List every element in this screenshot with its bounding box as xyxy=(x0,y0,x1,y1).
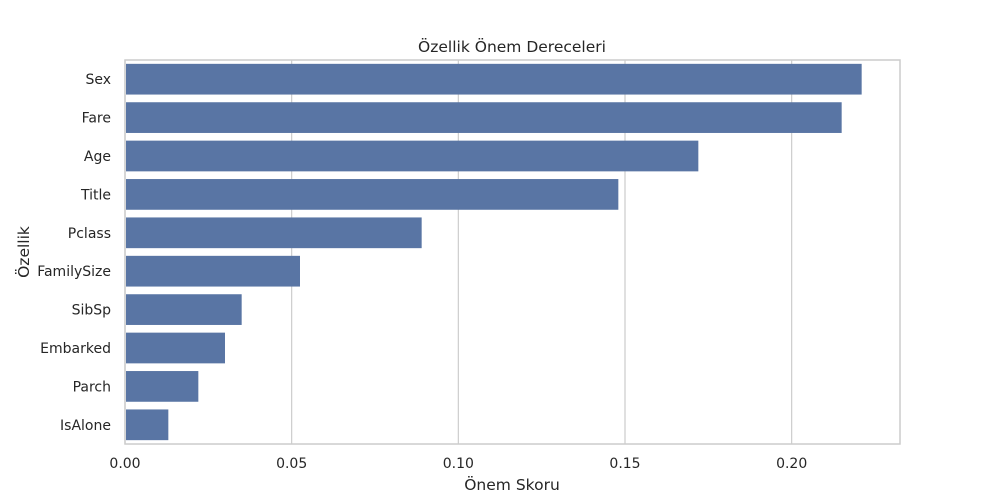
y-tick-labels: Sex Fare Age Title Pclass FamilySize SibSp Emba… xyxy=(37,72,111,434)
x-tick-labels: 0.00 0.05 0.10 0.15 0.20 xyxy=(109,456,807,472)
y-tick-label: Fare xyxy=(82,111,111,127)
x-tick-label: 0.15 xyxy=(609,456,640,472)
y-tick-label: Pclass xyxy=(68,226,111,242)
x-tick-label: 0.10 xyxy=(443,456,474,472)
x-tick-label: 0.20 xyxy=(776,456,807,472)
y-tick-label: Embarked xyxy=(40,341,111,357)
bar-fare xyxy=(126,102,842,133)
y-tick-label: Age xyxy=(84,149,111,165)
bar-familysize xyxy=(126,255,300,287)
chart-title: Özellik Önem Dereceleri xyxy=(418,37,606,56)
y-tick-label: Parch xyxy=(73,379,111,395)
x-tick-label: 0.00 xyxy=(109,456,140,472)
y-tick-label: Title xyxy=(80,187,111,203)
y-tick-label: FamilySize xyxy=(37,264,111,280)
plot-frame xyxy=(124,59,901,445)
x-axis-label: Önem Skoru xyxy=(464,475,560,494)
y-tick-label: SibSp xyxy=(72,303,112,319)
bar-isalone xyxy=(126,409,169,441)
bars xyxy=(126,63,862,441)
bar-age xyxy=(126,140,699,172)
y-tick-label: Sex xyxy=(85,72,111,88)
bar-sibsp xyxy=(126,294,242,325)
bar-parch xyxy=(126,371,199,402)
bar-title xyxy=(126,179,619,210)
y-axis-label: Özellik xyxy=(14,226,33,278)
bar-sex xyxy=(126,63,862,95)
x-tick-label: 0.05 xyxy=(276,456,307,472)
y-tick-label: IsAlone xyxy=(60,418,111,434)
bar-pclass xyxy=(126,217,422,249)
bar-embarked xyxy=(126,332,225,364)
